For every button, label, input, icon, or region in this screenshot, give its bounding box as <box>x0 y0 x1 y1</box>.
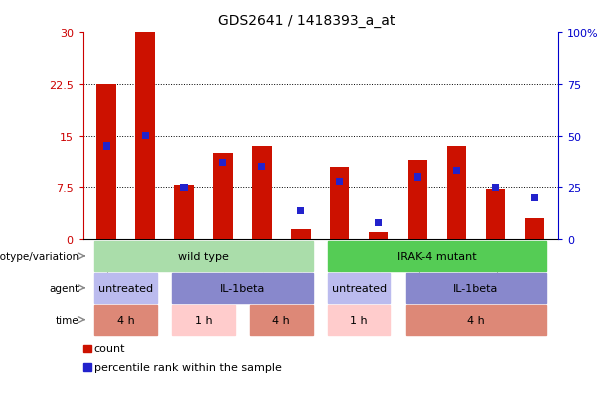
Bar <box>525 219 544 240</box>
Bar <box>96 85 116 240</box>
Text: 4 h: 4 h <box>467 315 485 325</box>
Bar <box>531 195 538 202</box>
Text: IL-1beta: IL-1beta <box>219 283 265 293</box>
Bar <box>375 219 383 227</box>
Bar <box>297 207 304 214</box>
Text: 4 h: 4 h <box>272 315 290 325</box>
Text: 4 h: 4 h <box>116 315 134 325</box>
Text: untreated: untreated <box>332 283 387 293</box>
Bar <box>180 184 188 192</box>
Bar <box>142 133 148 140</box>
Bar <box>252 147 272 240</box>
Text: genotype/variation: genotype/variation <box>0 251 80 261</box>
Bar <box>492 184 499 192</box>
Text: time: time <box>56 315 80 325</box>
Text: count: count <box>94 344 125 354</box>
Text: wild type: wild type <box>178 251 229 261</box>
Bar <box>102 143 110 150</box>
Bar <box>447 147 466 240</box>
Bar <box>408 160 427 240</box>
Text: 1 h: 1 h <box>195 315 212 325</box>
Bar <box>414 174 421 181</box>
Bar <box>337 178 343 185</box>
Text: 1 h: 1 h <box>351 315 368 325</box>
Bar <box>213 154 233 240</box>
Bar <box>330 167 349 240</box>
Bar <box>135 33 155 240</box>
Bar <box>291 229 311 240</box>
Bar <box>485 190 505 240</box>
Text: GDS2641 / 1418393_a_at: GDS2641 / 1418393_a_at <box>218 14 395 28</box>
Text: untreated: untreated <box>98 283 153 293</box>
Bar <box>369 233 389 240</box>
Bar <box>174 186 194 240</box>
Text: agent: agent <box>50 283 80 293</box>
Bar <box>258 164 265 171</box>
Bar <box>219 159 226 167</box>
Text: IRAK-4 mutant: IRAK-4 mutant <box>397 251 477 261</box>
Bar <box>453 168 460 175</box>
Text: IL-1beta: IL-1beta <box>454 283 499 293</box>
Text: percentile rank within the sample: percentile rank within the sample <box>94 362 281 372</box>
